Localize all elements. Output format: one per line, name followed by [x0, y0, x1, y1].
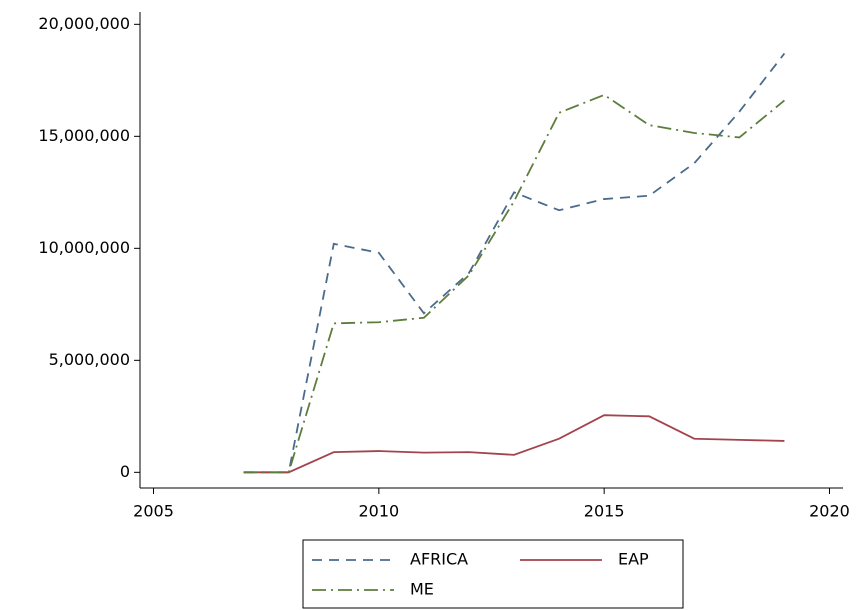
series-line — [243, 414, 785, 474]
x-tick-label: 2015 — [584, 502, 625, 521]
x-tick-label: 2010 — [358, 502, 399, 521]
series-line — [243, 52, 786, 474]
legend-label: EAP — [618, 550, 649, 569]
x-tick-label: 2020 — [809, 502, 850, 521]
legend-label: ME — [410, 580, 434, 599]
legend-label: AFRICA — [410, 550, 468, 569]
y-tick-label: 0 — [120, 462, 130, 481]
y-tick-label: 15,000,000 — [38, 126, 130, 145]
y-tick-label: 5,000,000 — [49, 350, 130, 369]
y-tick-label: 10,000,000 — [38, 238, 130, 257]
series-line — [243, 93, 785, 474]
y-tick-label: 20,000,000 — [38, 14, 130, 33]
x-tick-label: 2005 — [133, 502, 174, 521]
legend — [302, 539, 684, 609]
